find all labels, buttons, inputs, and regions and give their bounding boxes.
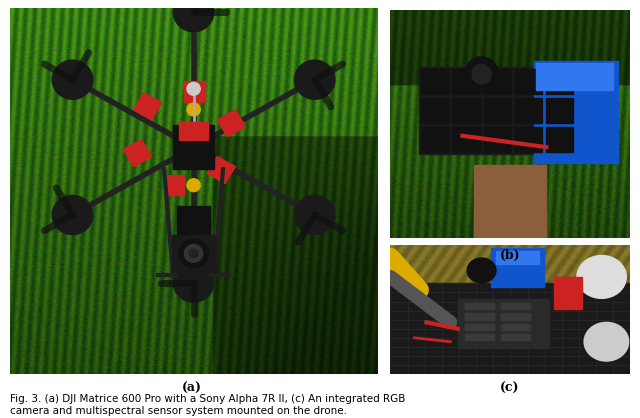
Bar — [164, 175, 184, 195]
Bar — [452, 98, 479, 123]
Bar — [546, 69, 573, 94]
Bar — [390, 283, 630, 374]
Bar — [546, 127, 573, 152]
Bar — [546, 98, 573, 123]
Text: (b): (b) — [500, 248, 520, 262]
Circle shape — [187, 103, 200, 116]
Bar — [184, 82, 205, 102]
Circle shape — [472, 64, 492, 84]
Bar — [500, 313, 529, 320]
Circle shape — [187, 82, 200, 95]
Bar — [173, 125, 214, 169]
Bar — [465, 324, 493, 330]
Bar — [496, 251, 540, 264]
Circle shape — [294, 60, 335, 99]
Bar — [177, 206, 210, 235]
Text: Fig. 3. (a) DJI Matrice 600 Pro with a Sony Alpha 7R II, (c) An integrated RGB
c: Fig. 3. (a) DJI Matrice 600 Pro with a S… — [10, 394, 405, 416]
Bar — [534, 61, 618, 163]
Bar — [484, 98, 511, 123]
Bar — [500, 324, 529, 330]
Circle shape — [465, 57, 499, 92]
Bar — [458, 299, 548, 348]
Bar — [474, 166, 547, 238]
Bar — [484, 127, 511, 152]
Circle shape — [179, 239, 209, 268]
Circle shape — [52, 195, 93, 234]
Bar — [179, 122, 208, 140]
Bar — [536, 63, 613, 90]
Circle shape — [467, 258, 496, 283]
Bar — [421, 69, 449, 94]
Bar — [515, 127, 542, 152]
Bar — [207, 157, 236, 184]
Bar — [421, 98, 449, 123]
Bar — [421, 127, 449, 152]
Circle shape — [189, 249, 198, 257]
Bar — [465, 303, 493, 309]
Text: (a): (a) — [182, 382, 202, 395]
Bar — [500, 334, 529, 340]
Circle shape — [173, 263, 214, 302]
Bar — [452, 127, 479, 152]
Bar — [500, 303, 529, 309]
Circle shape — [585, 323, 628, 360]
Bar — [554, 277, 582, 309]
Circle shape — [577, 256, 625, 298]
Bar — [515, 98, 542, 123]
Bar — [492, 248, 544, 287]
Bar — [134, 93, 162, 120]
Circle shape — [52, 60, 93, 99]
Bar — [217, 110, 245, 137]
Circle shape — [173, 0, 214, 32]
Circle shape — [187, 179, 200, 191]
Bar — [484, 69, 511, 94]
Circle shape — [184, 245, 203, 263]
Bar — [124, 140, 152, 167]
Text: (c): (c) — [500, 382, 520, 395]
Bar — [172, 235, 216, 272]
Bar — [515, 69, 542, 94]
Bar — [419, 67, 575, 154]
Bar — [452, 69, 479, 94]
Bar — [465, 334, 493, 340]
Bar — [465, 313, 493, 320]
Circle shape — [294, 195, 335, 234]
